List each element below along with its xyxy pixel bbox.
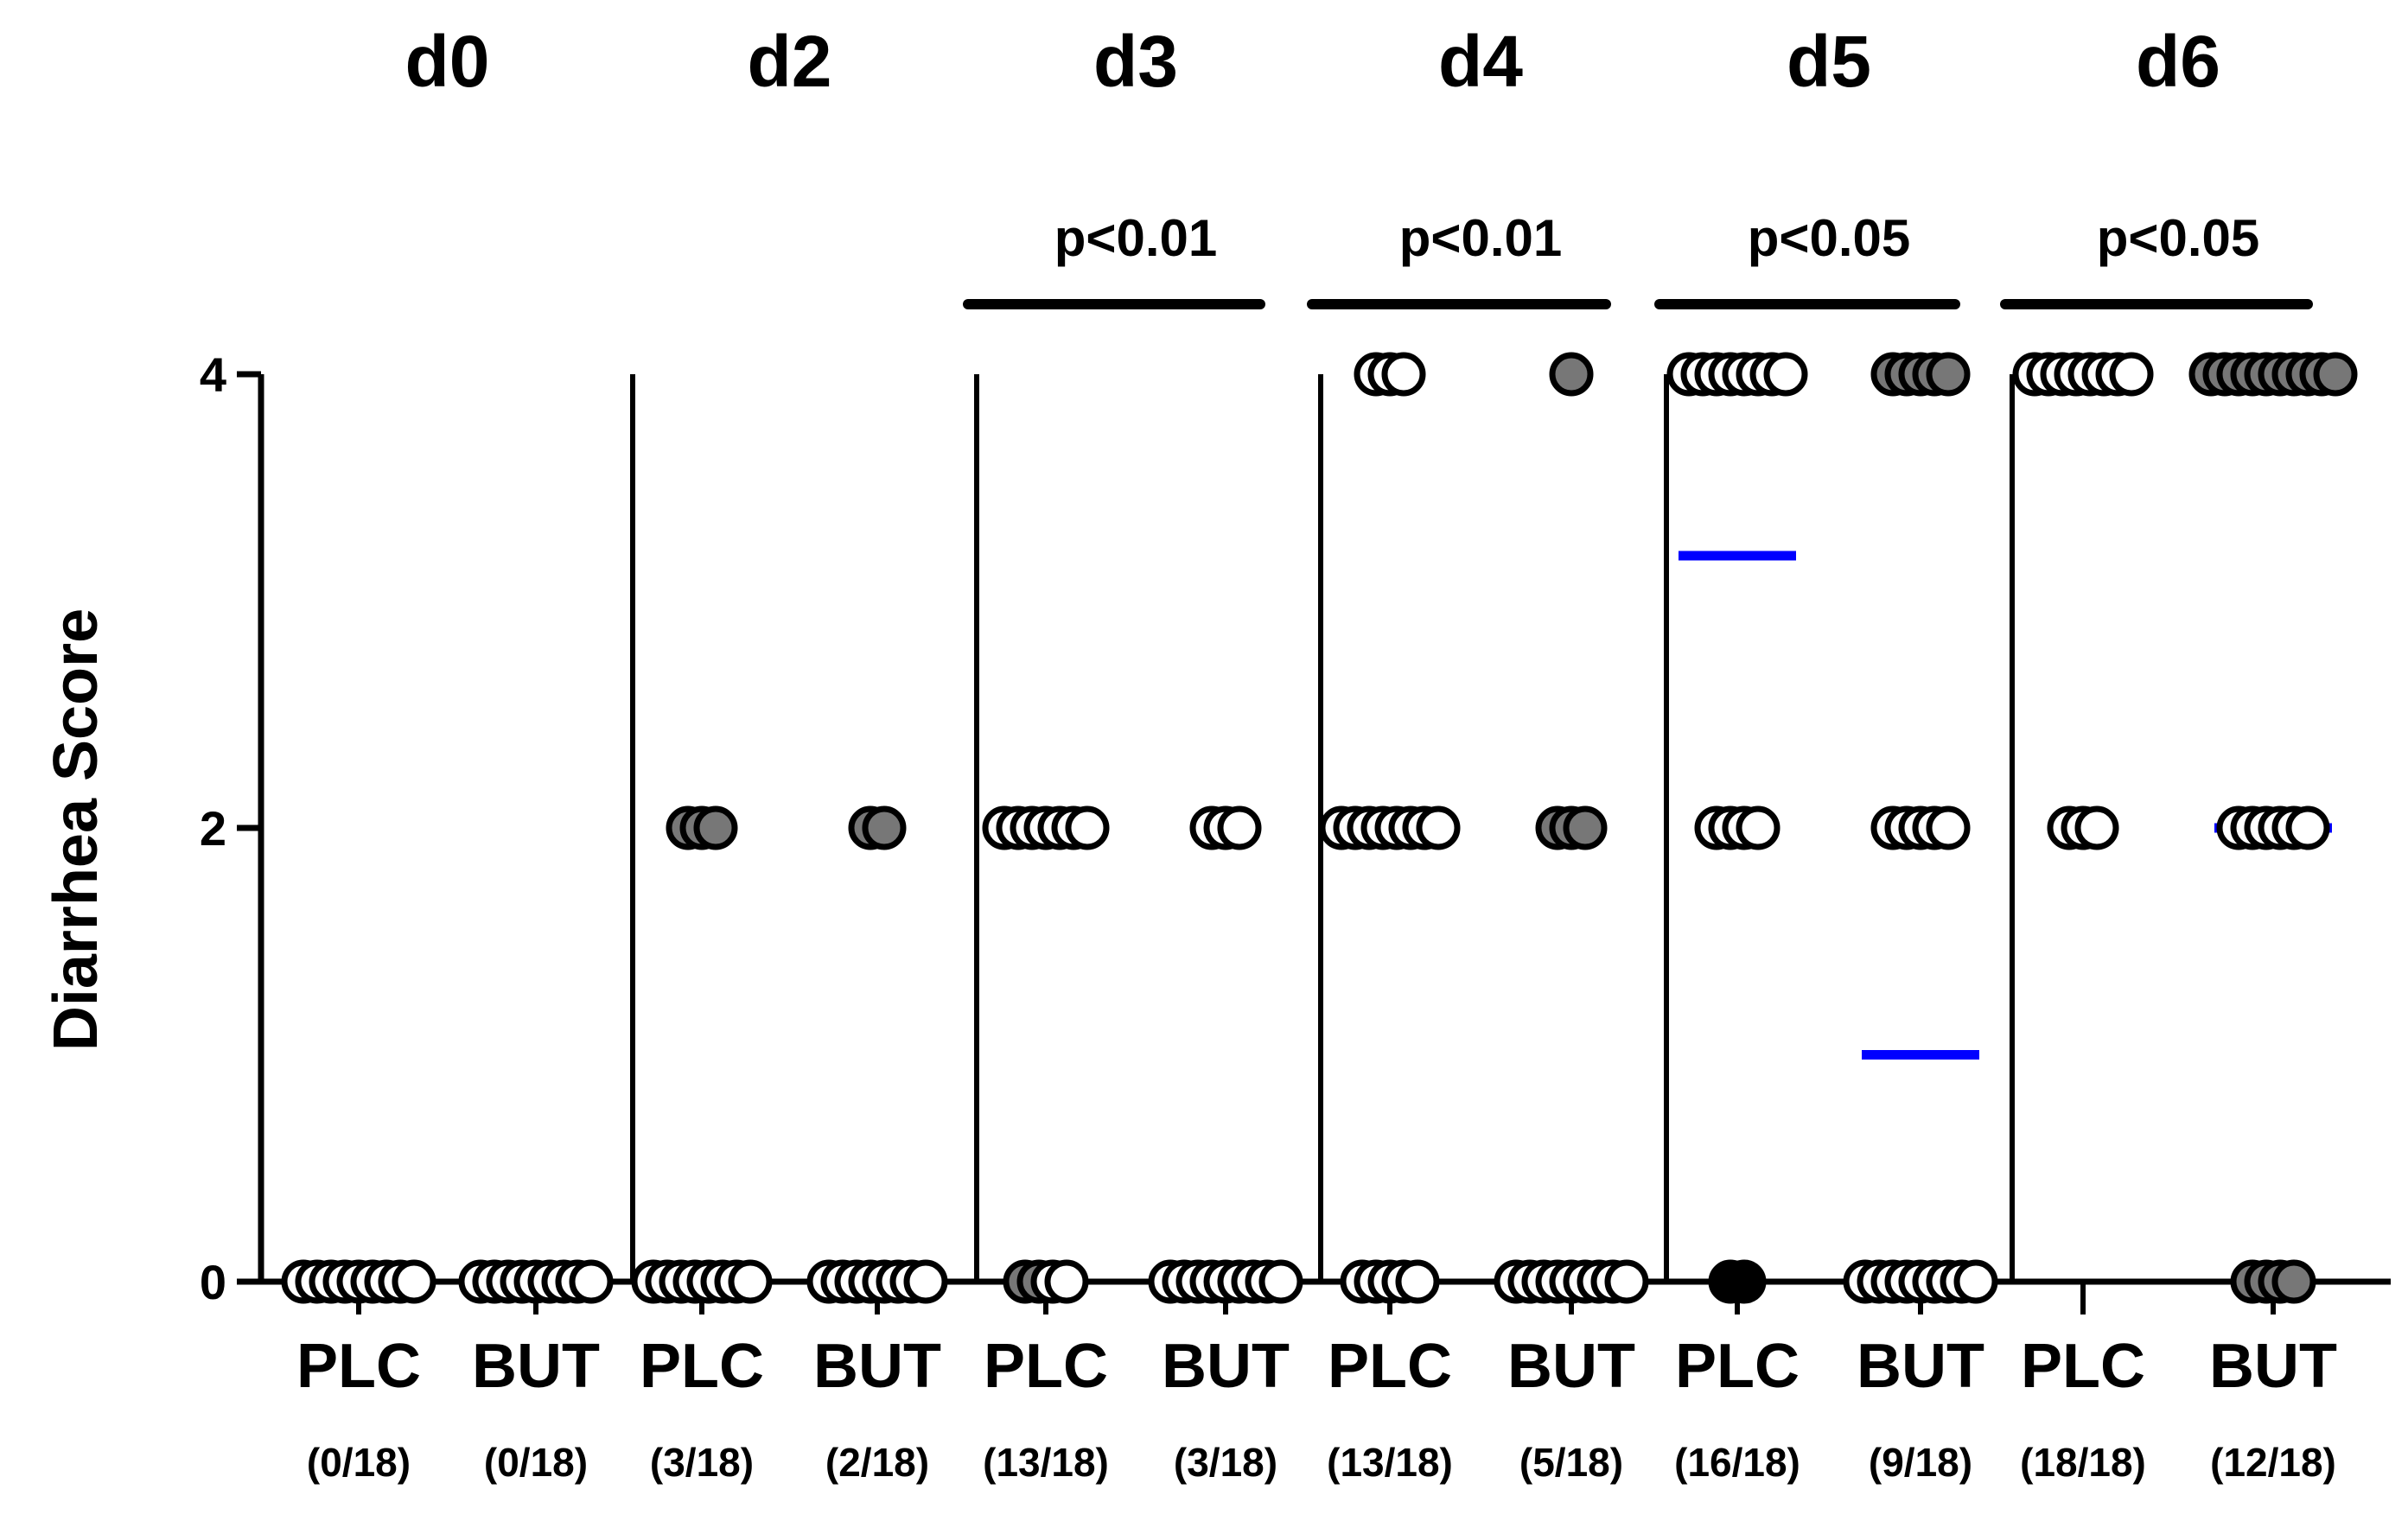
data-point	[569, 1259, 614, 1304]
data-point	[1065, 805, 1110, 850]
group-count-label: (3/18)	[1174, 1440, 1277, 1485]
group-count-label: (13/18)	[983, 1440, 1109, 1485]
y-tick-label: 4	[200, 347, 226, 402]
group-label-plc: PLC	[1328, 1332, 1452, 1401]
day-title-d3: d3	[1093, 21, 1178, 102]
median-lines-layer	[300, 369, 2332, 1287]
data-point	[693, 805, 738, 850]
group-label-but: BUT	[2209, 1332, 2337, 1401]
data-point	[2271, 1259, 2316, 1304]
group-label-but: BUT	[813, 1332, 941, 1401]
data-point	[1763, 352, 1808, 397]
group-count-label: (5/18)	[1519, 1440, 1623, 1485]
data-point	[1381, 352, 1426, 397]
y-tick-label: 0	[200, 1255, 226, 1309]
data-point	[1217, 805, 1262, 850]
y-axis-label: Diarrhea Score	[41, 608, 111, 1051]
group-label-but: BUT	[472, 1332, 600, 1401]
pvalue-label: p<0.01	[1054, 209, 1217, 267]
group-label-plc: PLC	[984, 1332, 1108, 1401]
data-point	[903, 1259, 948, 1304]
data-point	[1926, 352, 1971, 397]
pvalue-label: p<0.05	[1748, 209, 1910, 267]
data-point	[2285, 805, 2330, 850]
group-label-but: BUT	[1507, 1332, 1635, 1401]
group-count-label: (3/18)	[650, 1440, 754, 1485]
group-label-but: BUT	[1857, 1332, 1984, 1401]
data-point	[2313, 352, 2358, 397]
data-point	[1953, 1259, 1998, 1304]
data-points-layer	[281, 352, 2358, 1304]
data-point	[1395, 1259, 1440, 1304]
data-point	[1258, 1259, 1303, 1304]
group-count-label: (0/18)	[484, 1440, 588, 1485]
labels-layer: 0 2 4 d0 PLC (0/18) BUT (0/18) d2 PLC (3/18) BUT (2/…	[200, 21, 2337, 1485]
data-point	[862, 805, 907, 850]
group-count-label: (13/18)	[1327, 1440, 1453, 1485]
day-title-d6: d6	[2136, 21, 2220, 102]
data-point	[2074, 805, 2119, 850]
data-point	[1044, 1259, 1089, 1304]
day-title-d2: d2	[747, 21, 831, 102]
group-count-label: (12/18)	[2210, 1440, 2336, 1485]
pvalue-label: p<0.05	[2097, 209, 2259, 267]
group-label-plc: PLC	[296, 1332, 421, 1401]
day-title-d5: d5	[1787, 21, 1871, 102]
data-point	[1563, 805, 1608, 850]
day-title-d0: d0	[405, 21, 489, 102]
data-point	[1416, 805, 1461, 850]
day-title-d4: d4	[1438, 21, 1523, 102]
data-point	[1926, 805, 1971, 850]
data-point	[2109, 352, 2154, 397]
data-point	[392, 1259, 436, 1304]
y-tick-label: 2	[200, 801, 226, 856]
group-count-label: (9/18)	[1869, 1440, 1972, 1485]
group-count-label: (18/18)	[2020, 1440, 2146, 1485]
data-point	[1604, 1259, 1649, 1304]
pvalue-label: p<0.01	[1399, 209, 1562, 267]
group-label-but: BUT	[1162, 1332, 1290, 1401]
group-count-label: (0/18)	[307, 1440, 411, 1485]
data-point	[1722, 1259, 1767, 1304]
data-point	[1549, 352, 1594, 397]
group-label-plc: PLC	[640, 1332, 764, 1401]
group-count-label: (2/18)	[825, 1440, 929, 1485]
data-point	[1736, 805, 1781, 850]
group-label-plc: PLC	[2021, 1332, 2145, 1401]
data-point	[728, 1259, 773, 1304]
group-count-label: (16/18)	[1674, 1440, 1800, 1485]
group-label-plc: PLC	[1675, 1332, 1800, 1401]
